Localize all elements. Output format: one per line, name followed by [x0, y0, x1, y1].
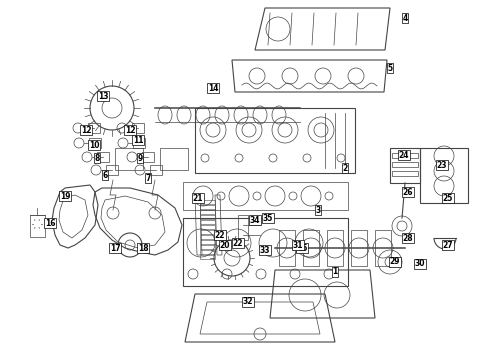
Text: 10: 10	[89, 140, 99, 149]
Text: 31: 31	[293, 240, 303, 249]
Bar	[89, 138, 101, 148]
Text: 20: 20	[220, 240, 230, 249]
Bar	[88, 123, 100, 133]
Text: 22: 22	[233, 239, 243, 248]
Text: 12: 12	[125, 126, 135, 135]
Text: 2: 2	[343, 163, 347, 172]
Bar	[420, 148, 468, 203]
Bar	[390, 148, 420, 183]
Bar	[200, 205, 215, 208]
Text: 28: 28	[403, 234, 413, 243]
Bar	[106, 165, 118, 175]
Text: 17: 17	[110, 243, 121, 252]
Bar	[375, 230, 391, 266]
Bar	[97, 152, 109, 162]
Bar	[392, 162, 418, 167]
Bar	[195, 108, 355, 173]
Bar	[183, 218, 348, 286]
Bar	[200, 240, 215, 243]
Text: 21: 21	[193, 194, 203, 202]
Text: 14: 14	[208, 84, 218, 93]
Bar	[200, 220, 215, 224]
Bar	[327, 230, 343, 266]
Text: 34: 34	[250, 216, 260, 225]
Text: 16: 16	[45, 219, 55, 228]
Text: 4: 4	[402, 14, 408, 23]
Bar	[200, 245, 215, 248]
Bar	[200, 215, 215, 219]
Bar	[200, 230, 215, 234]
Text: 29: 29	[390, 257, 400, 266]
Bar	[30, 215, 45, 237]
Bar	[160, 148, 188, 170]
Text: 12: 12	[81, 126, 91, 135]
Bar	[351, 230, 367, 266]
Bar	[133, 138, 145, 148]
Bar	[392, 153, 418, 158]
Bar	[200, 250, 215, 253]
Bar	[200, 200, 215, 203]
Text: 24: 24	[399, 150, 409, 159]
Text: 5: 5	[388, 63, 392, 72]
Bar	[392, 171, 418, 176]
Bar	[200, 255, 215, 258]
Text: 25: 25	[443, 194, 453, 202]
Bar	[132, 123, 144, 133]
Bar	[115, 148, 143, 170]
Text: 13: 13	[98, 91, 108, 100]
Bar	[200, 225, 215, 229]
Text: 3: 3	[316, 206, 320, 215]
Text: 7: 7	[146, 174, 151, 183]
Text: 35: 35	[263, 213, 273, 222]
Text: 26: 26	[403, 188, 413, 197]
Text: 18: 18	[138, 243, 148, 252]
Text: 27: 27	[442, 240, 453, 249]
Bar	[150, 165, 162, 175]
Text: 8: 8	[94, 153, 99, 162]
Bar	[200, 210, 215, 213]
Text: 32: 32	[243, 297, 253, 306]
Text: 23: 23	[437, 161, 447, 170]
Bar	[303, 230, 319, 266]
Bar	[279, 230, 295, 266]
Text: 1: 1	[332, 267, 338, 276]
Text: 19: 19	[60, 192, 70, 201]
Text: 22: 22	[215, 230, 225, 239]
Text: 11: 11	[133, 135, 143, 144]
Bar	[200, 235, 215, 239]
Text: 9: 9	[137, 153, 143, 162]
Text: 6: 6	[102, 171, 108, 180]
Text: 30: 30	[415, 260, 425, 269]
Bar	[142, 152, 154, 162]
Text: 15: 15	[297, 243, 307, 252]
Text: 33: 33	[260, 246, 270, 255]
